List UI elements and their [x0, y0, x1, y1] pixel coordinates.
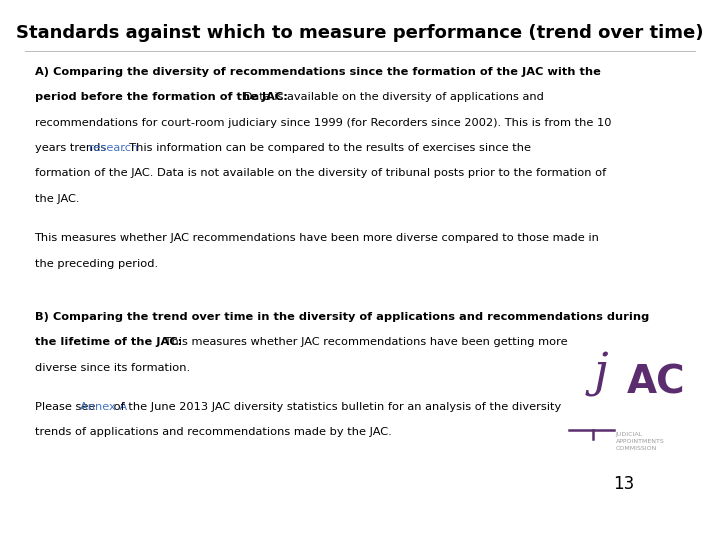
- Text: Standards against which to measure performance (trend over time): Standards against which to measure perfo…: [17, 24, 703, 42]
- Text: AC: AC: [626, 363, 685, 401]
- Text: recommendations for court-room judiciary since 1999 (for Recorders since 2002). : recommendations for court-room judiciary…: [35, 118, 611, 128]
- Text: of the June 2013 JAC diversity statistics bulletin for an analysis of the divers: of the June 2013 JAC diversity statistic…: [109, 402, 561, 412]
- Text: A) Comparing the diversity of recommendations since the formation of the JAC wit: A) Comparing the diversity of recommenda…: [35, 67, 600, 77]
- Text: Please see: Please see: [35, 402, 99, 412]
- Text: JUDICIAL
APPOINTMENTS
COMMISSION: JUDICIAL APPOINTMENTS COMMISSION: [616, 432, 665, 451]
- Text: . This information can be compared to the results of exercises since the: . This information can be compared to th…: [122, 143, 531, 153]
- Text: period before the formation of the JAC:: period before the formation of the JAC:: [35, 92, 287, 103]
- Text: 13: 13: [613, 475, 635, 493]
- Text: trends of applications and recommendations made by the JAC.: trends of applications and recommendatio…: [35, 427, 391, 437]
- Text: This measures whether JAC recommendations have been more diverse compared to tho: This measures whether JAC recommendation…: [35, 233, 600, 243]
- Text: Data is available on the diversity of applications and: Data is available on the diversity of ap…: [240, 92, 544, 103]
- Text: the preceding period.: the preceding period.: [35, 259, 158, 268]
- Text: formation of the JAC. Data is not available on the diversity of tribunal posts p: formation of the JAC. Data is not availa…: [35, 168, 606, 179]
- Text: years trends: years trends: [35, 143, 109, 153]
- Text: the lifetime of the JAC:: the lifetime of the JAC:: [35, 338, 182, 347]
- Text: This measures whether JAC recommendations have been getting more: This measures whether JAC recommendation…: [161, 338, 567, 347]
- Text: Annex A: Annex A: [81, 402, 127, 412]
- Text: the JAC.: the JAC.: [35, 194, 79, 204]
- Text: research: research: [89, 143, 138, 153]
- Text: diverse since its formation.: diverse since its formation.: [35, 363, 189, 373]
- Text: j: j: [594, 352, 608, 397]
- Text: B) Comparing the trend over time in the diversity of applications and recommenda: B) Comparing the trend over time in the …: [35, 312, 649, 322]
